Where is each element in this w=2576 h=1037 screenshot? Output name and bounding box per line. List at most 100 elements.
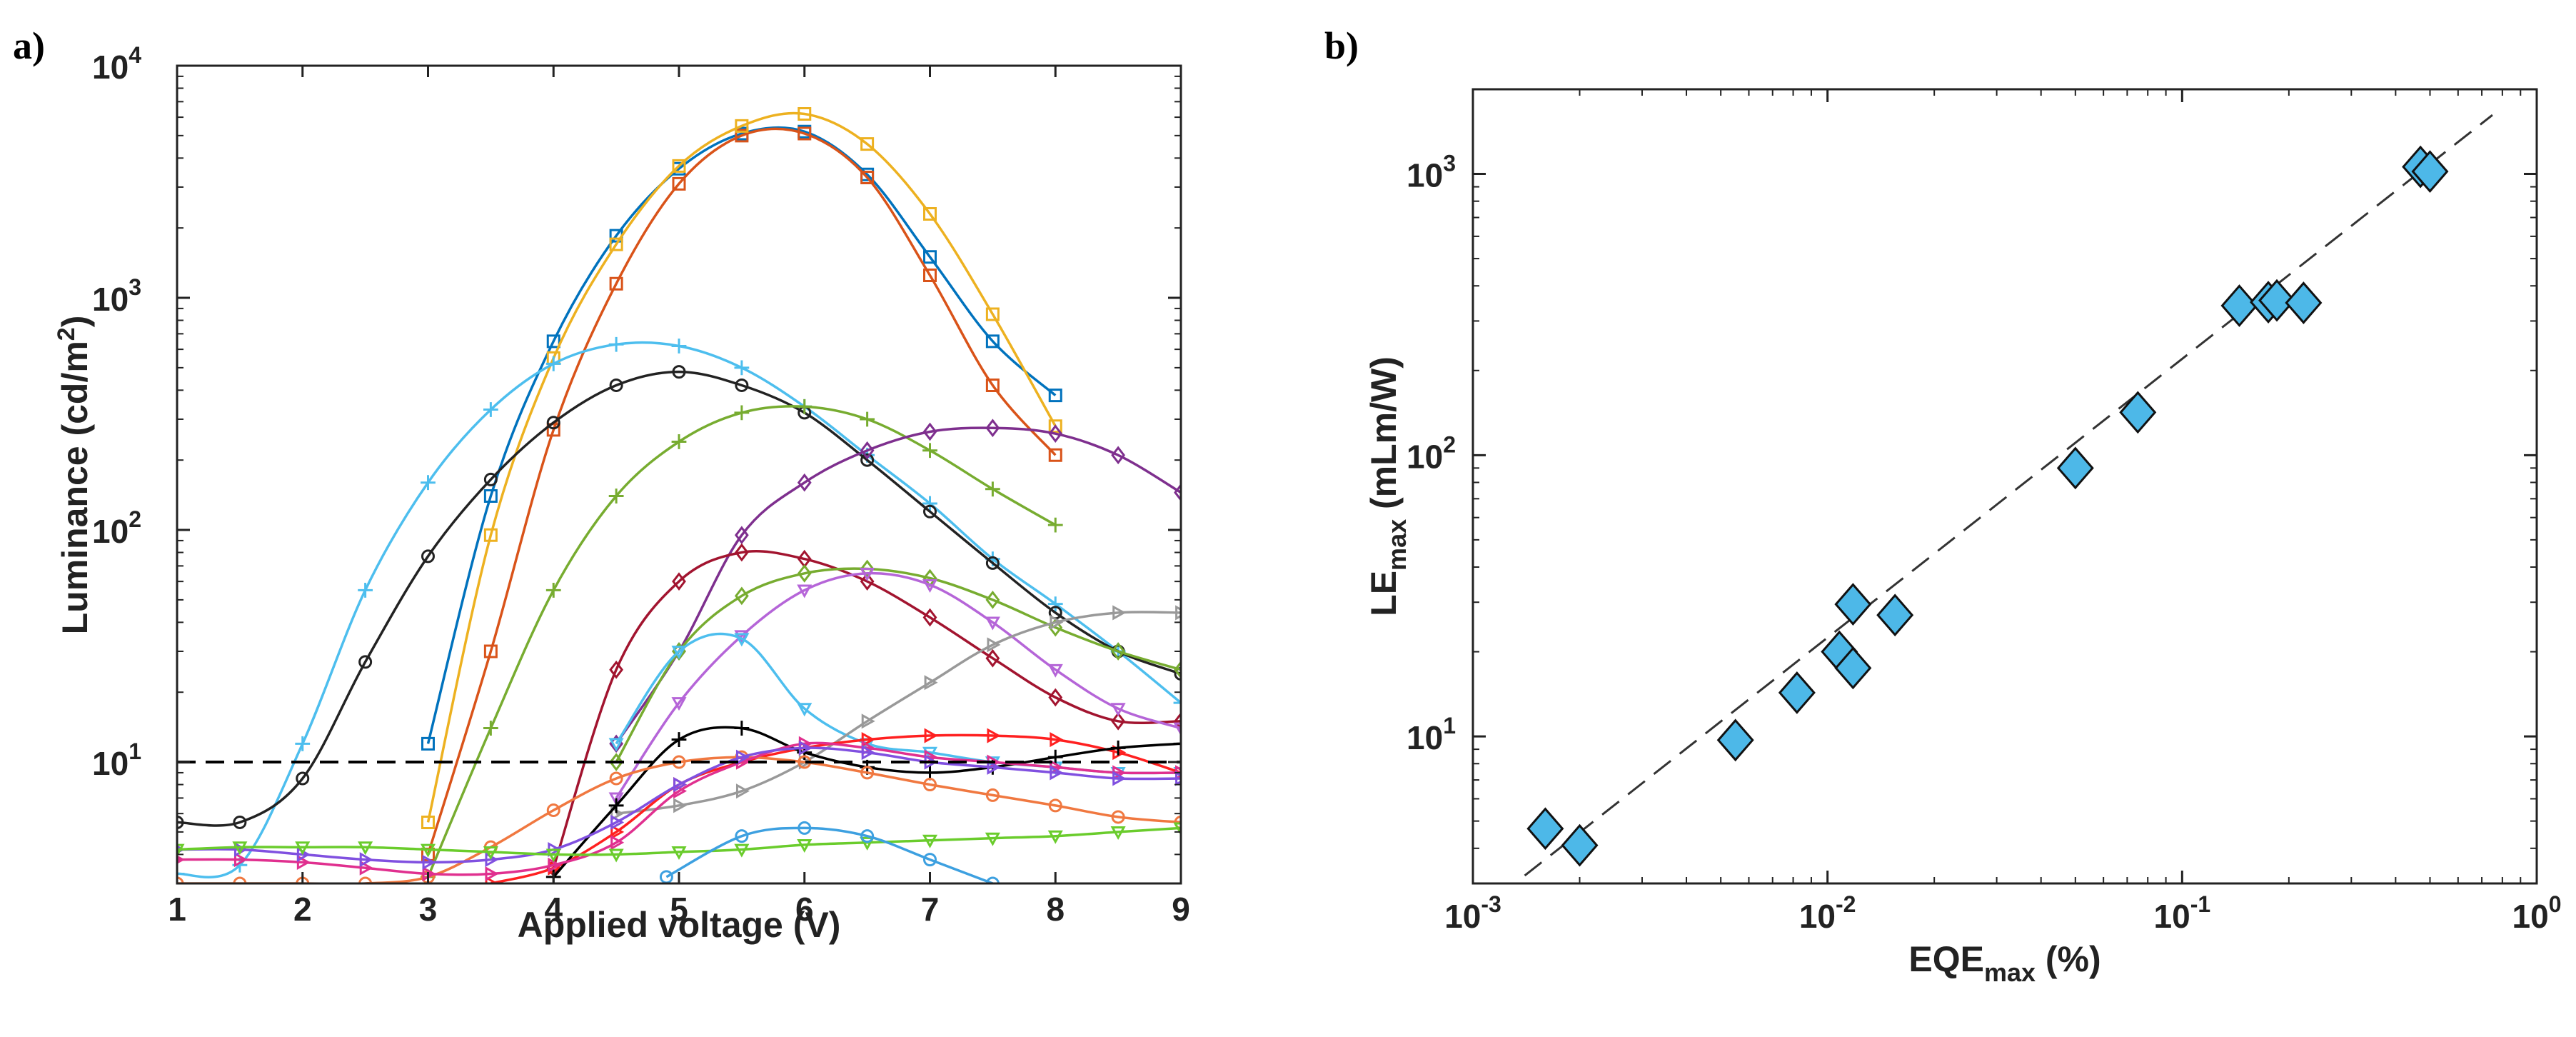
point-s17-4 [422,854,436,870]
point-s15-15 [1111,810,1125,824]
point-s14-2 [671,732,687,747]
point-s18-7 [608,848,624,863]
point-s5-2 [296,771,310,786]
point-s4-12 [922,496,937,511]
scatter-point-10 [2220,284,2258,327]
point-s8-9 [1111,711,1126,731]
point-s12-2 [735,783,750,799]
points-group-b [1526,145,2449,867]
series-line-s16 [177,741,1181,876]
point-s15-11 [860,766,875,780]
point-s11-0 [608,738,624,752]
point-s5-16 [1174,666,1181,681]
point-s7-2 [734,526,749,545]
point-s3-5 [735,119,749,133]
series-group-a [177,106,1181,883]
x-axis-ticks-b: 10-3 10-2 10-1 100 [1444,89,2561,935]
y-tick-label-b-2: 103 [1407,151,1456,194]
point-s17-14 [1050,765,1064,781]
point-s9-9 [1174,660,1181,679]
point-s2-8 [923,269,937,283]
x-tick-label-a-0: 1 [168,891,186,928]
point-s1-9 [985,334,1000,349]
point-s9-0 [609,753,624,771]
point-s15-7 [609,771,623,786]
point-s15-3 [358,876,373,883]
point-s18-11 [860,836,875,851]
x-axis-label-b: EQEmax (%) [1908,939,2100,987]
x-axis-ticks-a: 1 2 3 4 5 6 7 8 9 [168,66,1190,928]
series-line-s2 [426,127,1057,855]
point-s14-3 [734,721,750,736]
point-s9-6 [985,591,1000,609]
point-s7-4 [860,441,875,460]
y-tick-label-b-0: 101 [1407,713,1456,756]
point-s5-12 [923,504,937,518]
series-line-s5 [177,370,1181,827]
point-s6-8 [922,443,937,459]
series-line-s4 [177,341,1181,878]
point-s8-10 [1174,711,1181,731]
point-s2-1 [483,644,498,658]
point-s17-3 [359,852,373,868]
x-tick-label-a-8: 9 [1172,891,1190,928]
point-s3-3 [609,237,623,251]
point-s18-2 [295,841,311,856]
point-s16-3 [359,860,373,876]
point-s2-5 [735,129,749,143]
point-s5-5 [483,472,498,486]
point-s19-5 [985,876,1000,883]
point-s4-0 [177,866,185,881]
point-s14-8 [1047,749,1063,765]
point-s18-14 [1047,830,1063,844]
point-s8-8 [1048,688,1063,707]
point-s15-1 [233,876,247,883]
point-s7-3 [797,473,812,492]
point-s3-1 [483,528,498,542]
point-s7-6 [985,419,1000,438]
point-s7-5 [922,422,937,441]
scatter-point-5 [1834,646,1872,690]
scatter-point-8 [2056,446,2094,490]
point-s15-14 [1048,798,1062,813]
scatter-point-13 [2285,281,2323,324]
point-s3-6 [798,106,812,121]
series-line-s3 [426,111,1057,823]
point-s5-4 [421,549,435,563]
point-s7-9 [1174,483,1181,502]
point-s6-4 [671,434,687,449]
point-s14-1 [608,798,624,813]
point-s4-16 [1173,695,1181,711]
point-s12-7 [1050,614,1064,630]
point-s12-9 [1175,605,1181,621]
point-s18-0 [177,843,185,858]
scatter-point-15 [2411,150,2449,194]
panel-a-luminance-chart: a) 1 2 3 4 5 6 7 8 9 101 102 103 104 Applied voltag… [13,24,1190,945]
point-s10-7 [1047,663,1063,678]
point-s3-9 [985,307,1000,321]
scatter-point-2 [1716,718,1754,762]
point-s15-6 [546,803,560,818]
scatter-point-3 [1778,671,1816,714]
point-s18-16 [1173,822,1181,836]
point-s6-2 [545,583,561,598]
point-s13-8 [987,728,1001,743]
point-s16-5 [485,866,499,882]
point-s19-3 [860,829,875,843]
point-s8-5 [860,572,875,591]
point-s15-16 [1174,815,1181,829]
series-s18 [177,822,1181,863]
point-s5-0 [177,815,184,829]
point-s7-7 [1048,424,1063,444]
point-s7-8 [1111,446,1126,465]
point-s5-13 [985,556,1000,570]
point-s4-9 [734,360,750,376]
point-s19-4 [923,853,937,867]
point-s14-9 [1110,740,1126,756]
point-s9-2 [734,586,749,606]
point-s6-5 [734,405,750,421]
point-s4-5 [483,402,498,417]
point-s6-7 [860,411,875,427]
series-s10 [608,567,1181,806]
x-tick-label-a-6: 7 [921,891,940,928]
